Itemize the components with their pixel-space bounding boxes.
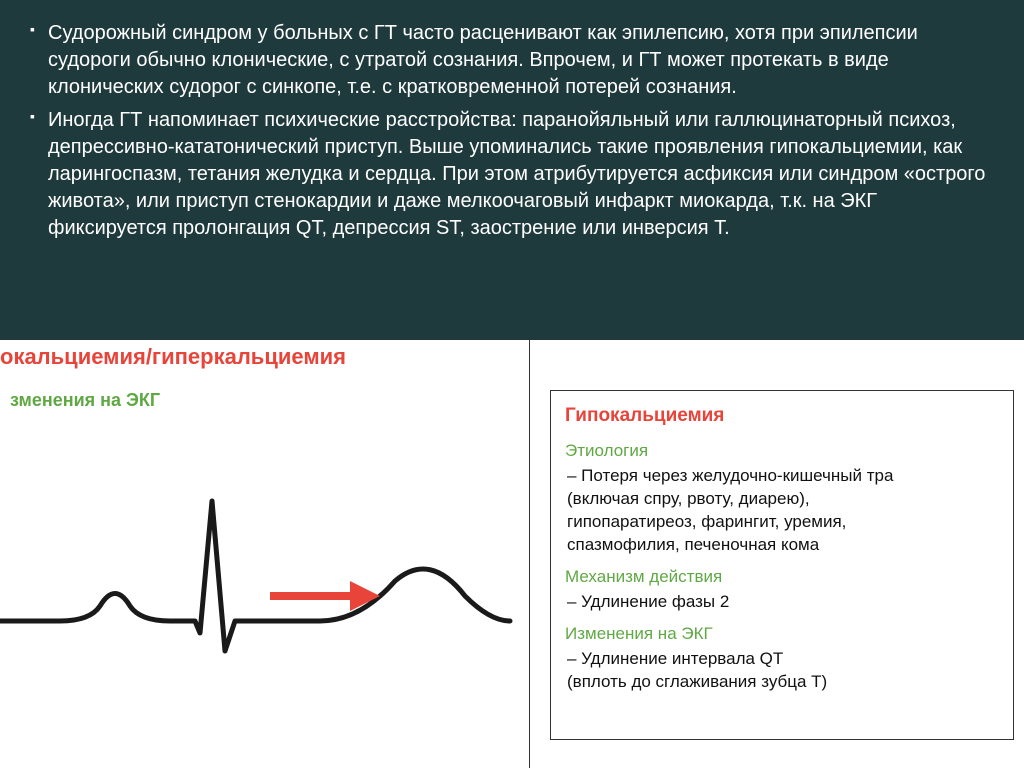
ecg-chart bbox=[0, 421, 519, 681]
ecg-column: окальциемия/гиперкальциемия зменения на … bbox=[0, 340, 530, 768]
section-heading: Механизм действия bbox=[565, 567, 1003, 587]
section-heading: Этиология bbox=[565, 441, 1003, 461]
info-box: Гипокальциемия Этиология – Потеря через … bbox=[550, 390, 1014, 740]
panel-subtitle-green: зменения на ЭКГ bbox=[0, 390, 519, 411]
info-title: Гипокальциемия bbox=[565, 405, 1003, 427]
section-body: – Удлинение фазы 2 bbox=[565, 591, 1003, 614]
section-body: – Потеря через желудочно-кишечный тра (в… bbox=[565, 465, 1003, 557]
info-column: Гипокальциемия Этиология – Потеря через … bbox=[530, 340, 1024, 768]
figure-panel: окальциемия/гиперкальциемия зменения на … bbox=[0, 340, 1024, 768]
bullet-block: Судорожный синдром у больных с ГТ часто … bbox=[0, 0, 1024, 258]
panel-title-red: окальциемия/гиперкальциемия bbox=[0, 340, 519, 390]
bullet-item: Судорожный синдром у больных с ГТ часто … bbox=[30, 20, 994, 101]
bullet-item: Иногда ГТ напоминает психические расстро… bbox=[30, 107, 994, 242]
section-body: – Удлинение интервала QT (вплоть до сгла… bbox=[565, 648, 1003, 694]
ecg-waveform bbox=[0, 501, 510, 651]
bullet-list: Судорожный синдром у больных с ГТ часто … bbox=[30, 20, 994, 242]
section-heading: Изменения на ЭКГ bbox=[565, 624, 1003, 644]
ecg-svg bbox=[0, 421, 530, 701]
